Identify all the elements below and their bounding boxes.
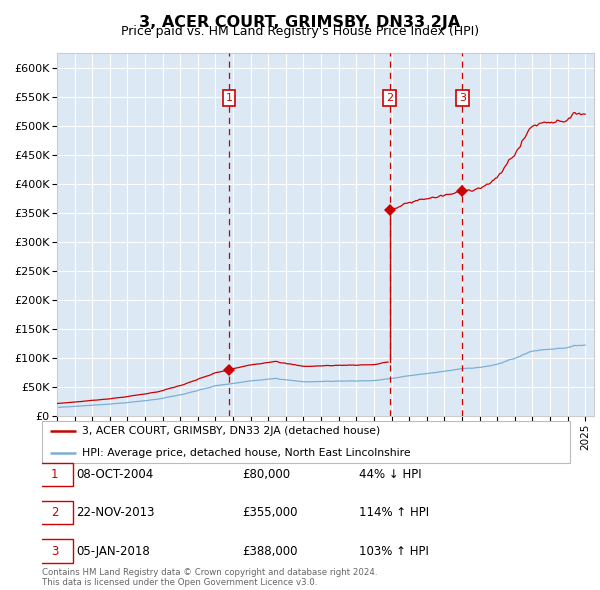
Text: Price paid vs. HM Land Registry's House Price Index (HPI): Price paid vs. HM Land Registry's House … [121, 25, 479, 38]
FancyBboxPatch shape [37, 539, 73, 563]
Text: 3: 3 [51, 545, 58, 558]
Text: 103% ↑ HPI: 103% ↑ HPI [359, 545, 428, 558]
Text: 05-JAN-2018: 05-JAN-2018 [76, 545, 150, 558]
Text: 3, ACER COURT, GRIMSBY, DN33 2JA: 3, ACER COURT, GRIMSBY, DN33 2JA [139, 15, 461, 30]
Text: 2: 2 [386, 93, 394, 103]
Text: Contains HM Land Registry data © Crown copyright and database right 2024.
This d: Contains HM Land Registry data © Crown c… [42, 568, 377, 587]
Text: 22-NOV-2013: 22-NOV-2013 [76, 506, 155, 519]
Text: 2: 2 [51, 506, 58, 519]
Text: 08-OCT-2004: 08-OCT-2004 [76, 468, 154, 481]
Text: 1: 1 [51, 468, 58, 481]
FancyBboxPatch shape [37, 501, 73, 525]
Text: £80,000: £80,000 [242, 468, 291, 481]
Text: 3: 3 [459, 93, 466, 103]
Text: 44% ↓ HPI: 44% ↓ HPI [359, 468, 421, 481]
Text: £355,000: £355,000 [242, 506, 298, 519]
Text: 3, ACER COURT, GRIMSBY, DN33 2JA (detached house): 3, ACER COURT, GRIMSBY, DN33 2JA (detach… [82, 427, 380, 436]
Text: £388,000: £388,000 [242, 545, 298, 558]
FancyBboxPatch shape [42, 421, 570, 463]
Text: 114% ↑ HPI: 114% ↑ HPI [359, 506, 429, 519]
Text: HPI: Average price, detached house, North East Lincolnshire: HPI: Average price, detached house, Nort… [82, 448, 410, 457]
FancyBboxPatch shape [37, 463, 73, 486]
Text: 1: 1 [226, 93, 233, 103]
